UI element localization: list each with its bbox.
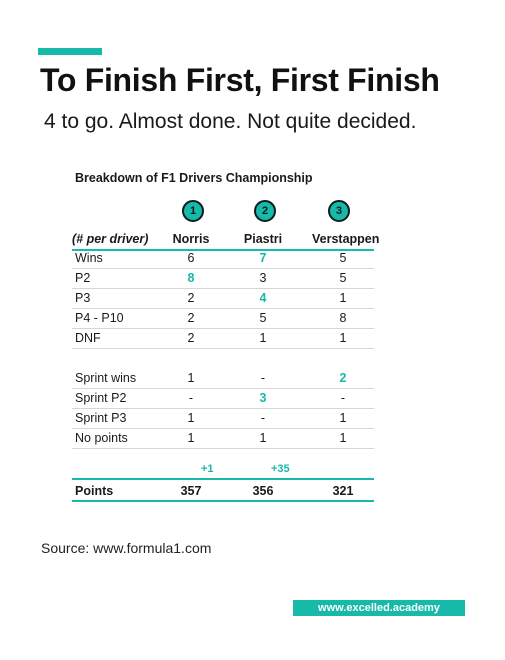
header-norris: Norris <box>172 232 210 246</box>
cell-piastri: 3 <box>259 271 267 285</box>
page-title: To Finish First, First Finish <box>40 62 440 98</box>
cell-verstappen: 1 <box>339 291 347 305</box>
row-label: Sprint P2 <box>75 391 127 405</box>
cell-verstappen: 1 <box>339 331 347 345</box>
table-row: P4 - P10 2 5 8 <box>72 309 374 329</box>
source-note: Source: www.formula1.com <box>41 540 212 556</box>
table-row: Sprint wins 1 - 2 <box>72 369 374 389</box>
cell-piastri: 3 <box>259 391 267 405</box>
header-verstappen: Verstappen <box>312 232 380 246</box>
cell-norris: 2 <box>187 331 195 345</box>
table-row: Wins 6 7 5 <box>72 249 374 269</box>
delta-norris: +1 <box>201 463 214 475</box>
cell-norris: 1 <box>187 411 195 425</box>
cell-norris: - <box>188 391 194 405</box>
table-row: DNF 2 1 1 <box>72 329 374 349</box>
cell-piastri: - <box>260 371 266 385</box>
row-label: P4 - P10 <box>75 311 124 325</box>
points-piastri: 356 <box>252 484 274 498</box>
table-header-row: (# per driver) Norris Piastri Verstappen <box>72 229 380 251</box>
cell-verstappen: 2 <box>339 371 347 385</box>
cell-verstappen: 8 <box>339 311 347 325</box>
header-label: (# per driver) <box>72 232 149 246</box>
cell-piastri: 4 <box>259 291 267 305</box>
cell-verstappen: 1 <box>339 411 347 425</box>
table-row: No points 1 1 1 <box>72 429 374 449</box>
row-label: P2 <box>75 271 91 285</box>
cell-verstappen: 1 <box>339 431 347 445</box>
table-row: P3 2 4 1 <box>72 289 374 309</box>
rank-badge-2: 2 <box>254 200 276 222</box>
cell-verstappen: 5 <box>339 271 347 285</box>
table-row: P2 8 3 5 <box>72 269 374 289</box>
title-accent-bar <box>38 48 102 55</box>
row-label: Sprint P3 <box>75 411 127 425</box>
row-label: No points <box>75 431 128 445</box>
row-label: Wins <box>75 251 103 265</box>
points-norris: 357 <box>180 484 202 498</box>
points-verstappen: 321 <box>332 484 354 498</box>
brand-link[interactable]: www.excelled.academy <box>293 600 465 616</box>
points-label: Points <box>75 484 114 498</box>
rank-badge-1: 1 <box>182 200 204 222</box>
delta-piastri: +35 <box>271 463 290 475</box>
cell-piastri: 7 <box>259 251 267 265</box>
points-row: Points 357 356 321 <box>72 478 374 502</box>
row-label: P3 <box>75 291 91 305</box>
cell-norris: 1 <box>187 431 195 445</box>
cell-norris: 2 <box>187 311 195 325</box>
cell-piastri: 5 <box>259 311 267 325</box>
cell-piastri: 1 <box>259 431 267 445</box>
cell-norris: 1 <box>187 371 195 385</box>
row-label: Sprint wins <box>75 371 137 385</box>
header-piastri: Piastri <box>243 232 283 246</box>
cell-verstappen: 5 <box>339 251 347 265</box>
table-row: Sprint P3 1 - 1 <box>72 409 374 429</box>
cell-piastri: 1 <box>259 331 267 345</box>
cell-norris: 6 <box>187 251 195 265</box>
page-subtitle: 4 to go. Almost done. Not quite decided. <box>44 110 417 133</box>
cell-norris: 2 <box>187 291 195 305</box>
table-row: Sprint P2 - 3 - <box>72 389 374 409</box>
rank-badge-3: 3 <box>328 200 350 222</box>
table-title: Breakdown of F1 Drivers Championship <box>75 171 313 185</box>
cell-piastri: - <box>260 411 266 425</box>
row-label: DNF <box>75 331 101 345</box>
cell-verstappen: - <box>340 391 346 405</box>
cell-norris: 8 <box>187 271 195 285</box>
